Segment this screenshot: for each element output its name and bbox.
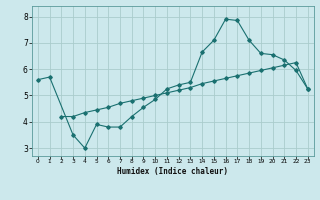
X-axis label: Humidex (Indice chaleur): Humidex (Indice chaleur) xyxy=(117,167,228,176)
